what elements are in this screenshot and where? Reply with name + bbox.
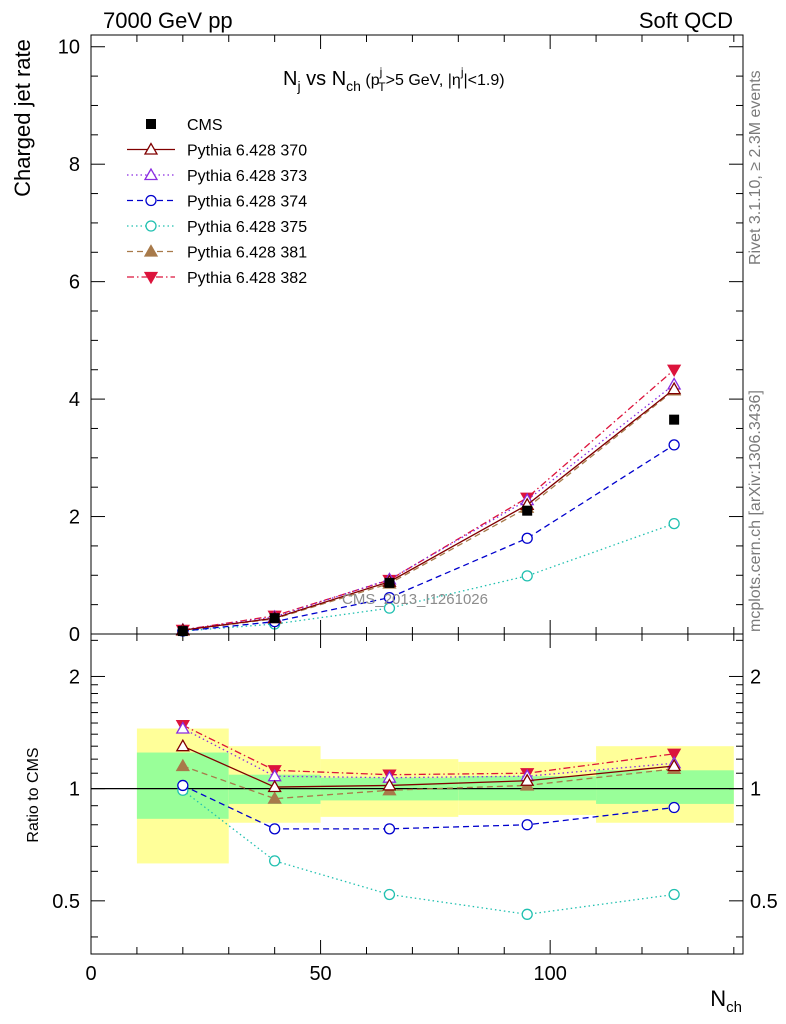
analysis-watermark: CMS_2013_I1261026 [342, 591, 488, 608]
top-line-pythia-6-428-375 [182, 522, 675, 632]
y-tick-label-top: 8 [69, 154, 80, 176]
legend-marker-pythia-6-428-370 [143, 142, 159, 155]
top-point-pythia-6-428-374 [668, 439, 680, 451]
y-axis-label-ratio: Ratio to CMS [25, 747, 42, 842]
ratio-point-pythia-6-428-374 [177, 779, 189, 792]
legend-label-cms: CMS [187, 117, 223, 134]
ratio-line-pythia-6-428-373 [182, 727, 675, 779]
y-tick-label-ratio: 1 [69, 779, 80, 801]
plot-title: Nj vs Nch (pj T>5 GeV, |ηj|<1.9) [283, 65, 505, 94]
ratio-point-pythia-6-428-374 [668, 801, 680, 814]
top-point-pythia-6-428-375 [521, 570, 533, 582]
y-tick-label-ratio-right: 1 [750, 779, 761, 801]
x-tick-label: 50 [309, 963, 331, 985]
x-axis-label: Nch [710, 986, 742, 1016]
ratio-point-pythia-6-428-374 [269, 823, 281, 835]
legend-marker-pythia-6-428-381 [143, 244, 159, 257]
ratio-point-pythia-6-428-375 [269, 855, 281, 867]
ratio-panel-series [175, 720, 682, 920]
mcplots-label: mcplots.cern.ch [arXiv:1306.3436] [747, 390, 764, 632]
ratio-point-pythia-6-428-374 [521, 819, 533, 831]
y-axis-label-top: Charged jet rate [10, 39, 35, 197]
ratio-point-pythia-6-428-381 [175, 758, 190, 772]
top-point-pythia-6-428-382 [667, 364, 682, 378]
legend-label-pythia-6-428-370: Pythia 6.428 370 [187, 143, 307, 160]
ratio-point-pythia-6-428-370 [382, 778, 397, 791]
x-tick-label: 100 [533, 963, 566, 985]
y-tick-label-ratio: 2 [69, 666, 80, 688]
ratio-point-pythia-6-428-375 [383, 888, 396, 901]
legend-marker-pythia-6-428-375 [145, 220, 157, 232]
top-point-cms [384, 577, 395, 588]
legend-marker-pythia-6-428-373 [143, 167, 159, 181]
top-panel-series [175, 364, 682, 638]
y-tick-label-top: 6 [69, 272, 80, 294]
ratio-point-pythia-6-428-375 [668, 888, 680, 901]
legend-marker-cms [146, 119, 156, 129]
ratio-line-pythia-6-428-374 [182, 784, 675, 830]
legend-label-pythia-6-428-373: Pythia 6.428 373 [187, 168, 307, 185]
ratio-panel-frame [90, 633, 744, 955]
ratio-point-pythia-6-428-370 [667, 758, 682, 772]
y-tick-label-ratio-right: 0.5 [750, 891, 778, 913]
legend-label-pythia-6-428-375: Pythia 6.428 375 [187, 219, 307, 236]
top-point-cms [522, 505, 533, 516]
legend-label-pythia-6-428-381: Pythia 6.428 381 [187, 245, 307, 262]
ratio-point-pythia-6-428-382 [667, 748, 682, 762]
top-point-pythia-6-428-374 [521, 532, 533, 544]
ratio-band-inner [596, 770, 734, 804]
x-tick-label: 0 [85, 963, 96, 985]
y-tick-label-ratio: 0.5 [52, 891, 80, 913]
top-point-cms [669, 414, 680, 425]
ratio-point-pythia-6-428-374 [383, 823, 396, 835]
y-tick-label-top: 10 [58, 37, 80, 59]
top-point-cms [269, 613, 280, 624]
y-tick-label-top: 4 [69, 389, 80, 411]
rivet-label: Rivet 3.1.10, ≥ 2.3M events [747, 70, 764, 265]
legend-marker-pythia-6-428-382 [143, 271, 159, 285]
y-tick-label-top: 0 [69, 624, 80, 646]
y-tick-label-top: 2 [69, 507, 80, 529]
top-point-pythia-6-428-375 [668, 517, 680, 530]
legend-marker-pythia-6-428-374 [145, 194, 157, 207]
ratio-point-pythia-6-428-375 [521, 908, 533, 920]
y-tick-label-ratio-right: 2 [750, 666, 761, 688]
ratio-point-pythia-6-428-370 [520, 773, 535, 786]
ratio-line-pythia-6-428-382 [182, 724, 675, 776]
legend: CMS Pythia 6.428 370 Pythia 6.428 373 Pythi… [127, 117, 307, 287]
header-left: 7000 GeV pp [103, 8, 233, 33]
header-right: Soft QCD [639, 8, 733, 33]
ratio-point-pythia-6-428-373 [175, 721, 190, 734]
top-line-pythia-6-428-374 [182, 444, 675, 632]
top-point-pythia-6-428-370 [667, 381, 682, 395]
ratio-point-pythia-6-428-381 [267, 791, 282, 804]
legend-label-pythia-6-428-382: Pythia 6.428 382 [187, 270, 307, 287]
ratio-point-pythia-6-428-370 [267, 779, 282, 793]
ratio-point-pythia-6-428-370 [175, 738, 190, 752]
axes: 0 50 100 0 2 4 6 8 10 0.5 0.5 1 1 2 2 [52, 35, 778, 985]
top-point-pythia-6-428-374 [383, 591, 396, 604]
legend-label-pythia-6-428-374: Pythia 6.428 374 [187, 194, 307, 211]
